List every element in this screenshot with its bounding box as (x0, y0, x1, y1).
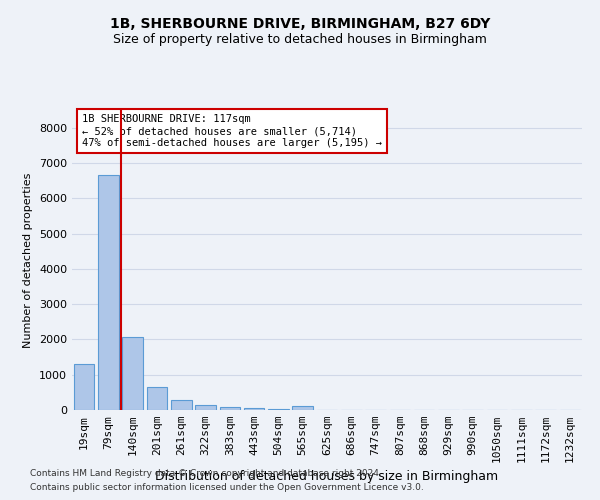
Bar (146, 387, 167, 410)
Bar (292, 406, 313, 410)
Bar (171, 400, 191, 410)
Bar (98, 176, 119, 410)
Text: 1B SHERBOURNE DRIVE: 117sqm
← 52% of detached houses are smaller (5,714)
47% of : 1B SHERBOURNE DRIVE: 117sqm ← 52% of det… (82, 114, 382, 148)
Text: 1B, SHERBOURNE DRIVE, BIRMINGHAM, B27 6DY: 1B, SHERBOURNE DRIVE, BIRMINGHAM, B27 6D… (110, 18, 490, 32)
Bar (268, 408, 289, 410)
Text: Contains public sector information licensed under the Open Government Licence v3: Contains public sector information licen… (30, 484, 424, 492)
Bar (122, 336, 143, 410)
Bar (244, 408, 265, 410)
X-axis label: Distribution of detached houses by size in Birmingham: Distribution of detached houses by size … (155, 470, 499, 484)
Bar (74, 364, 94, 410)
Y-axis label: Number of detached properties: Number of detached properties (23, 172, 34, 348)
Text: Size of property relative to detached houses in Birmingham: Size of property relative to detached ho… (113, 32, 487, 46)
Text: Contains HM Land Registry data © Crown copyright and database right 2024.: Contains HM Land Registry data © Crown c… (30, 468, 382, 477)
Bar (220, 407, 240, 410)
Bar (195, 405, 216, 410)
